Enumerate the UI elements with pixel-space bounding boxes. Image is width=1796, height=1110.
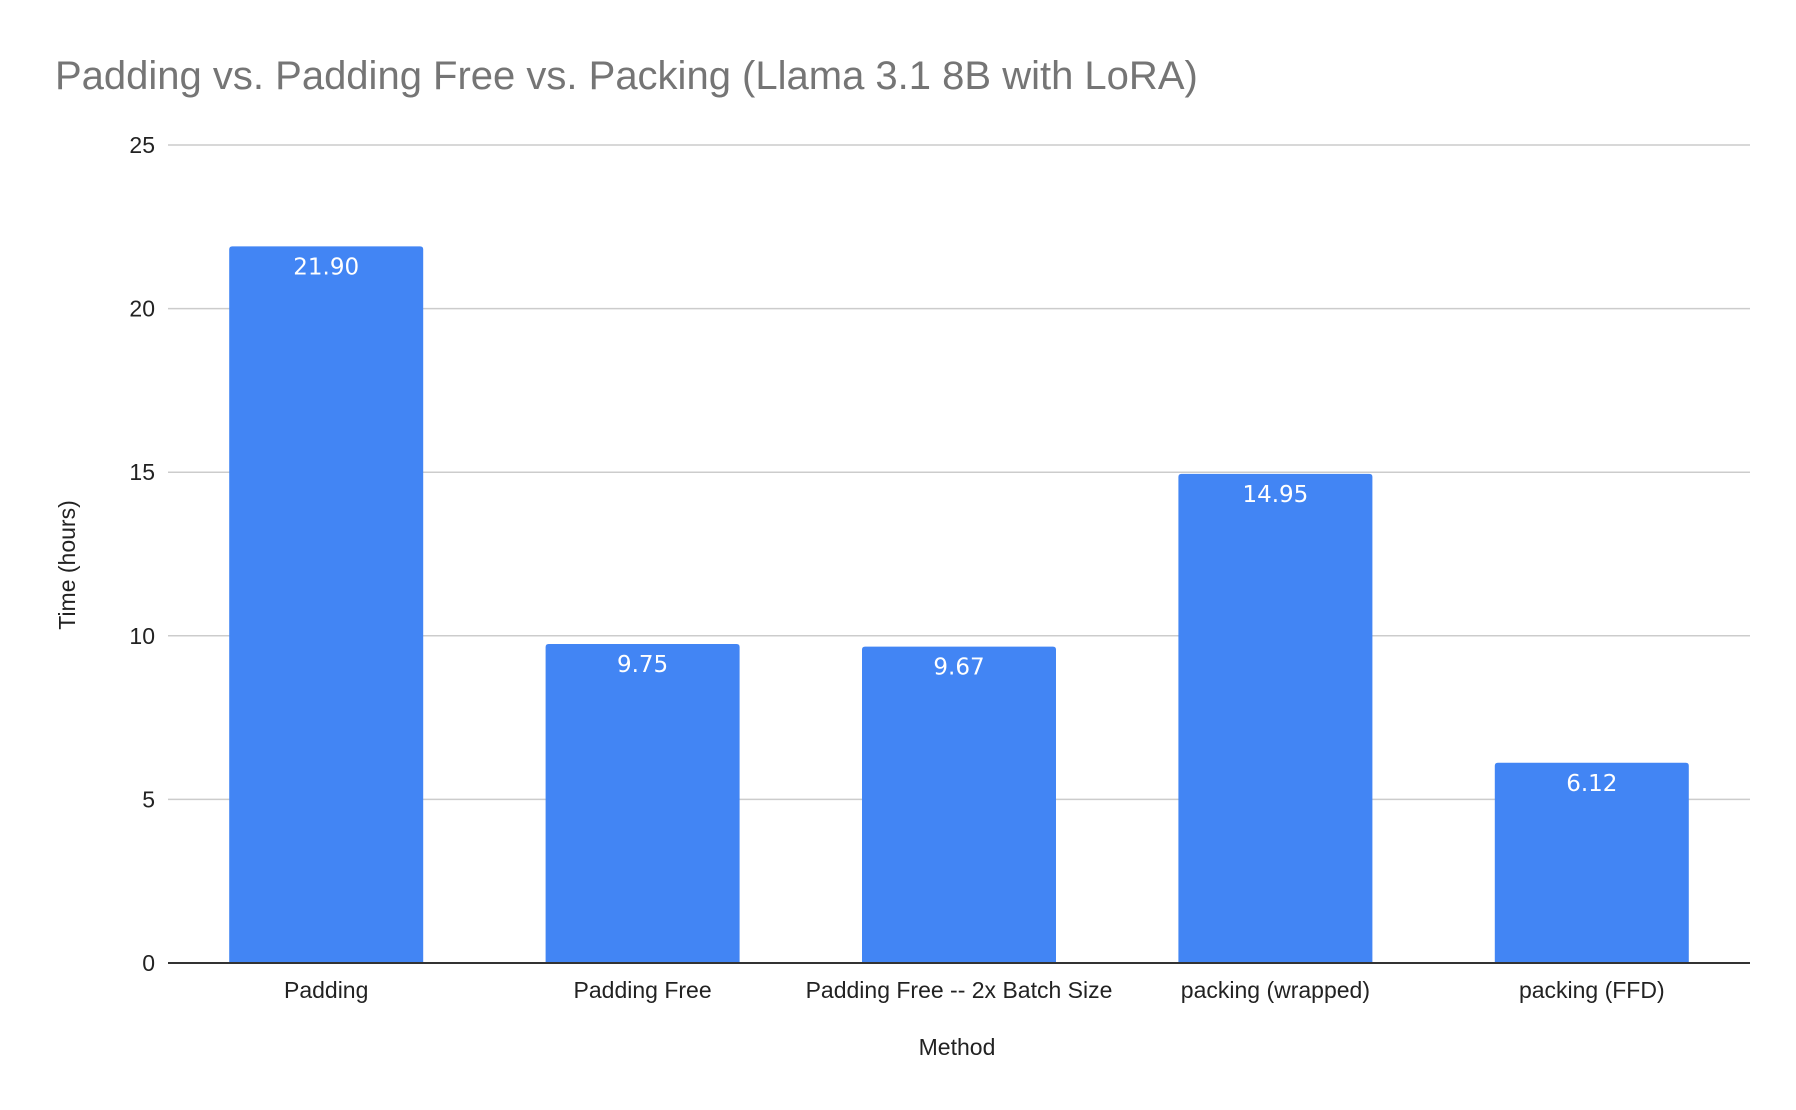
bar-value-label: 9.67 [933,655,984,681]
gridlines [168,144,1750,801]
x-tick-label: packing (wrapped) [1181,977,1370,1003]
bar [1178,473,1373,963]
y-axis-title: Time (hours) [54,500,80,630]
bar [229,246,424,963]
x-tick-label: Padding [284,977,368,1003]
x-axis-title: Method [919,1034,996,1060]
bar-value-label: 9.75 [617,652,668,678]
y-axis-ticks: 0 5 10 15 20 25 [129,132,155,976]
bar-value-label: 14.95 [1242,482,1308,508]
chart-title: Padding vs. Padding Free vs. Packing (Ll… [55,54,1198,98]
x-tick-label: Padding Free [574,977,712,1003]
y-tick-label: 0 [142,950,155,976]
y-tick-label: 25 [129,132,155,158]
bar-value-label: 21.90 [293,254,359,280]
y-tick-label: 15 [129,459,155,485]
y-tick-label: 10 [129,623,155,649]
bar [1494,762,1689,963]
y-tick-label: 5 [142,786,155,812]
x-axis-ticks: Padding Padding Free Padding Free -- 2x Ba… [284,977,1665,1003]
bar [862,646,1056,963]
x-tick-label: packing (FFD) [1519,977,1665,1003]
x-tick-label: Padding Free -- 2x Batch Size [806,977,1113,1003]
bars: 21.90 9.75 9.67 14.95 6.12 [229,246,1689,963]
bar [545,643,740,963]
bar-value-label: 6.12 [1566,771,1617,797]
y-tick-label: 20 [129,296,155,322]
